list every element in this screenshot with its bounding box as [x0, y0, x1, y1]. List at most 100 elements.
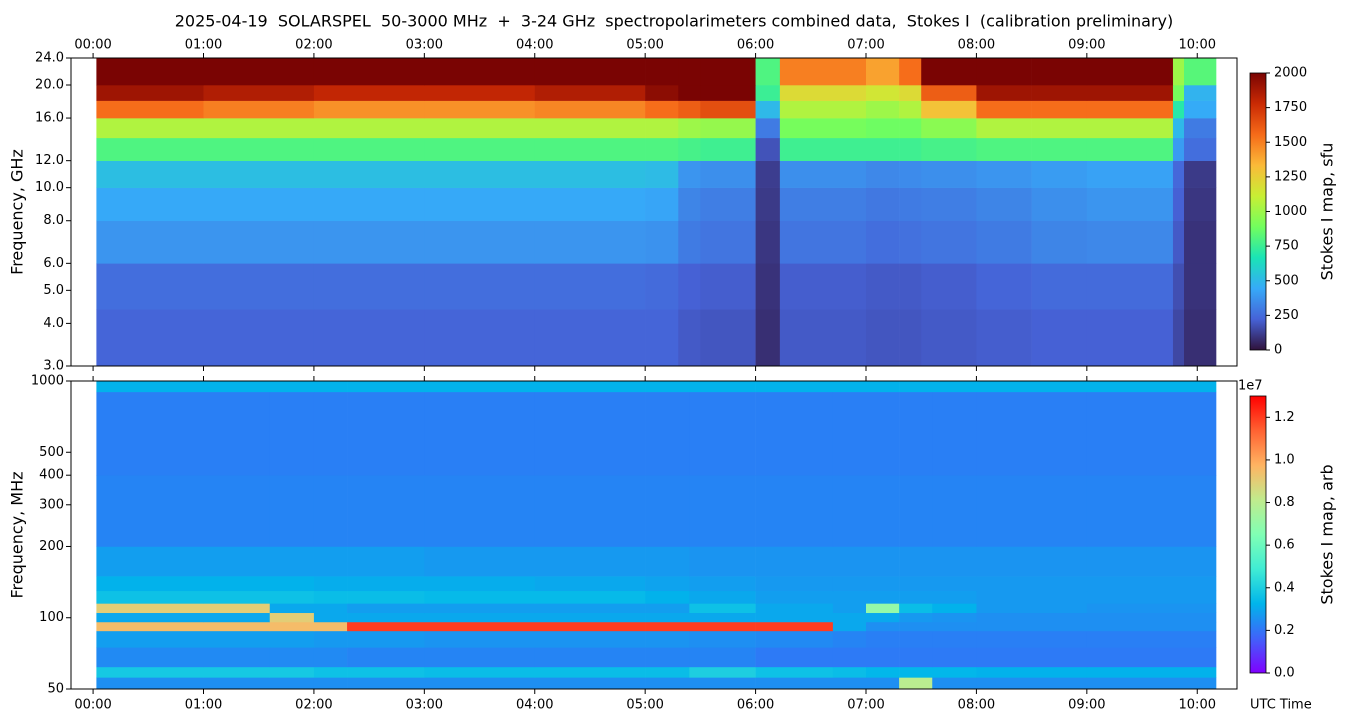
heatmap-cell [1184, 137, 1217, 161]
heatmap-cell [96, 630, 204, 648]
heatmap-cell [96, 100, 204, 119]
heatmap-cell [832, 630, 867, 648]
heatmap-cell [866, 263, 900, 310]
colorbar-tick-label: 0.6 [1274, 538, 1295, 553]
heatmap-cell [1086, 100, 1174, 119]
heatmap-cell [645, 58, 679, 86]
heatmap-cell [755, 263, 781, 310]
heatmap-cell [689, 590, 756, 604]
heatmap-cell [755, 85, 781, 101]
heatmap-cell [1086, 677, 1217, 690]
heatmap-cell [899, 100, 922, 119]
heatmap-cell [313, 85, 425, 101]
heatmap-cell [1086, 647, 1217, 668]
heatmap-cell [313, 100, 425, 119]
heatmap-cell [779, 160, 867, 188]
heatmap-cell [1086, 85, 1174, 101]
heatmap-cell [755, 666, 834, 678]
heatmap-cell [534, 603, 646, 614]
heatmap-cell [269, 630, 315, 648]
colorbar-tick-label: 1.2 [1274, 410, 1295, 425]
heatmap-cell [534, 137, 646, 161]
heatmap-cell [921, 137, 977, 161]
heatmap-cell [755, 187, 781, 222]
y-tick-label: 300 [39, 497, 64, 512]
plot-frame [70, 57, 1238, 367]
heatmap-cell [645, 647, 690, 668]
heatmap-cell [932, 576, 977, 592]
colorbar [1249, 72, 1267, 351]
heatmap-cell [534, 666, 646, 678]
heatmap-cell [976, 391, 1088, 476]
heatmap-cell [866, 621, 900, 632]
heatmap-cell [899, 58, 922, 86]
y-tick-label: 24.0 [35, 51, 64, 66]
heatmap-cell [866, 309, 900, 367]
heatmap-cell [932, 621, 977, 632]
heatmap-cell [779, 309, 867, 367]
heatmap-cell [269, 576, 315, 592]
x-tick-label: 09:00 [1068, 38, 1105, 53]
heatmap-cell [899, 263, 922, 310]
heatmap-cell [1086, 546, 1217, 577]
heatmap-cell [866, 100, 900, 119]
x-tick-label: 05:00 [626, 38, 663, 53]
x-axis-label: UTC Time [1250, 698, 1312, 713]
heatmap-cell [424, 160, 536, 188]
heatmap-cell [313, 630, 348, 648]
heatmap-cell [689, 603, 756, 614]
heatmap-cell [1086, 160, 1174, 188]
heatmap-cell [1031, 160, 1088, 188]
heatmap-cell [689, 475, 756, 547]
heatmap-cell [899, 137, 922, 161]
heatmap-cell [534, 220, 646, 264]
heatmap-cell [347, 546, 425, 577]
heatmap-cell [424, 630, 536, 648]
heatmap-cell [976, 576, 1088, 592]
heatmap-cell [755, 621, 834, 632]
heatmap-cell [534, 546, 646, 577]
heatmap-cell [700, 100, 756, 119]
y-tick-label: 20.0 [35, 78, 64, 93]
heatmap-cell [1172, 309, 1185, 367]
heatmap-cell [899, 309, 922, 367]
heatmap-cell [700, 309, 756, 367]
heatmap-cell [424, 546, 536, 577]
heatmap-cell [1184, 309, 1217, 367]
heatmap-cell [700, 187, 756, 222]
colorbar-tick-label: 250 [1274, 308, 1299, 323]
heatmap-cell [534, 160, 646, 188]
heatmap-cell [1086, 603, 1217, 614]
heatmap-cell [976, 603, 1088, 614]
heatmap-cell [313, 603, 348, 614]
heatmap-cell [755, 58, 781, 86]
heatmap-cell [678, 160, 701, 188]
heatmap-cell [1172, 263, 1185, 310]
heatmap-cell [921, 220, 977, 264]
heatmap-cell [1031, 309, 1088, 367]
heatmap-cell [899, 220, 922, 264]
heatmap-cell [424, 621, 536, 632]
heatmap-cell [313, 621, 348, 632]
heatmap-cell [424, 677, 536, 690]
heatmap-cell [976, 220, 1032, 264]
heatmap-cell [976, 677, 1088, 690]
heatmap-cell [832, 603, 867, 614]
heatmap-cell [976, 160, 1032, 188]
heatmap-cell [678, 137, 701, 161]
heatmap-cell [534, 118, 646, 139]
heatmap-cell [866, 677, 900, 690]
heatmap-cell [689, 621, 756, 632]
heatmap-cell [645, 612, 690, 623]
y-tick-label: 100 [39, 610, 64, 625]
heatmap-cell [347, 612, 425, 623]
heatmap-cell [1086, 118, 1174, 139]
heatmap-cell [347, 391, 425, 476]
heatmap-cell [534, 630, 646, 648]
heatmap-cell [976, 381, 1088, 393]
heatmap-cell [645, 666, 690, 678]
heatmap-cell [645, 381, 690, 393]
heatmap-cell [269, 612, 315, 623]
heatmap-cell [645, 309, 679, 367]
heatmap-cell [976, 100, 1032, 119]
